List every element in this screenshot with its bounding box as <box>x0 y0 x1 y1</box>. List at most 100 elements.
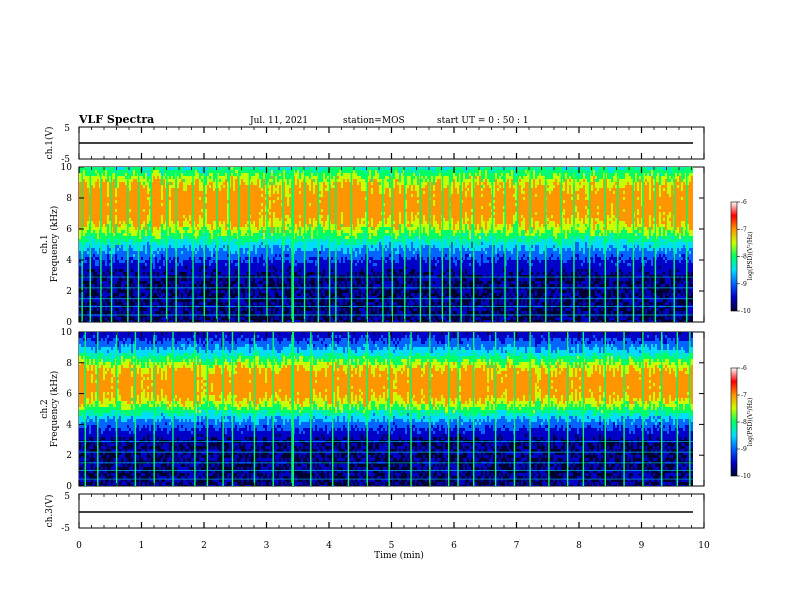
spectrogram-cell <box>181 221 183 224</box>
spectrogram-cell <box>201 260 203 263</box>
spectrogram-cell <box>145 206 147 209</box>
spectrogram-cell <box>195 320 197 322</box>
spectrogram-cell <box>163 236 165 239</box>
figure-title: VLF Spectra <box>78 113 154 126</box>
spectrogram-cell <box>227 269 229 272</box>
spectrogram-cell <box>267 185 269 188</box>
spectrogram-cell <box>227 275 229 278</box>
spectrogram-cell <box>123 224 125 227</box>
spectrogram-cell <box>95 320 97 322</box>
spectrogram-cell <box>105 248 107 251</box>
spectrogram-cell <box>267 290 269 293</box>
spectrogram-cell <box>109 287 111 290</box>
spectrogram-cell <box>165 236 167 239</box>
spectrogram-cell <box>117 233 119 236</box>
spectrogram-cell <box>255 176 257 179</box>
spectrogram-cell <box>139 275 141 278</box>
spectrogram-cell <box>243 215 245 218</box>
spectrogram-cell <box>115 188 117 191</box>
spectrogram-cell <box>167 239 169 242</box>
spectrogram-cell <box>95 185 97 188</box>
spectrogram-cell <box>161 194 163 197</box>
spectrogram-cell <box>213 215 215 218</box>
spectrogram-cell <box>79 269 81 272</box>
spectrogram-cell <box>101 272 103 275</box>
spectrogram-cell <box>279 218 281 221</box>
spectrogram-cell <box>107 320 109 322</box>
spectrogram-cell <box>257 221 259 224</box>
spectrogram-cell <box>167 224 169 227</box>
spectrogram-cell <box>263 233 265 236</box>
spectrogram-cell <box>191 239 193 242</box>
spectrogram-cell <box>115 278 117 281</box>
spectrogram-cell <box>263 194 265 197</box>
spectrogram-cell <box>87 236 89 239</box>
spectrogram-cell <box>105 317 107 320</box>
spectrogram-cell <box>243 281 245 284</box>
spectrogram-cell <box>151 242 153 245</box>
spectrogram-cell <box>217 251 219 254</box>
spectrogram-cell <box>241 191 243 194</box>
spectrogram-cell <box>149 203 151 206</box>
spectrogram-cell <box>107 254 109 257</box>
spectrogram-cell <box>261 218 263 221</box>
spectrogram-cell <box>199 302 201 305</box>
spectrogram-cell <box>135 308 137 311</box>
spectrogram-cell <box>185 236 187 239</box>
spectrogram-cell <box>173 272 175 275</box>
spectrogram-cell <box>135 215 137 218</box>
spectrogram-cell <box>285 239 287 242</box>
spectrogram-cell <box>289 263 291 266</box>
spectrogram-cell <box>197 284 199 287</box>
spectrogram-cell <box>289 227 291 230</box>
spectrogram-cell <box>115 203 117 206</box>
spectrogram-cell <box>177 221 179 224</box>
spectrogram-cell <box>159 311 161 314</box>
spectrogram-cell <box>163 185 165 188</box>
spectrogram-cell <box>163 275 165 278</box>
spectrogram-cell <box>173 260 175 263</box>
spectrogram-cell <box>193 206 195 209</box>
spectrogram-cell <box>271 239 273 242</box>
spectrogram-cell <box>199 287 201 290</box>
spectrogram-cell <box>173 182 175 185</box>
spectrogram-cell <box>227 179 229 182</box>
spectrogram-cell <box>237 233 239 236</box>
spectrogram-cell <box>255 311 257 314</box>
spectrogram-cell <box>149 266 151 269</box>
spectrogram-cell <box>245 209 247 212</box>
spectrogram-cell <box>125 308 127 311</box>
spectrogram-cell <box>93 182 95 185</box>
spectrogram-cell <box>187 245 189 248</box>
spectrogram-cell <box>119 182 121 185</box>
spectrogram-cell <box>233 317 235 320</box>
spectrogram-cell <box>141 185 143 188</box>
spectrogram-cell <box>201 221 203 224</box>
spectrogram-cell <box>125 209 127 212</box>
spectrogram-cell <box>257 233 259 236</box>
spectrogram-cell <box>109 284 111 287</box>
spectrogram-cell <box>235 275 237 278</box>
spectrogram-cell <box>277 221 279 224</box>
spectrogram-cell <box>105 215 107 218</box>
spectrogram-cell <box>93 170 95 173</box>
spectrogram-cell <box>195 218 197 221</box>
spectrogram-cell <box>125 281 127 284</box>
spectrogram-cell <box>85 248 87 251</box>
spectrogram-cell <box>181 281 183 284</box>
spectrogram-cell <box>149 221 151 224</box>
spectrogram-cell <box>283 197 285 200</box>
spectrogram-cell <box>227 191 229 194</box>
spectrogram-cell <box>231 182 233 185</box>
spectrogram-cell <box>289 179 291 182</box>
spectrogram-cell <box>129 227 131 230</box>
spectrogram-cell <box>85 170 87 173</box>
spectrogram-cell <box>255 287 257 290</box>
spectrogram-cell <box>205 263 207 266</box>
spectrogram-cell <box>141 197 143 200</box>
spectrogram-cell <box>213 251 215 254</box>
spectrogram-cell <box>185 314 187 317</box>
spectrogram-cell <box>243 182 245 185</box>
spectrogram-cell <box>197 206 199 209</box>
spectrogram-cell <box>251 248 253 251</box>
